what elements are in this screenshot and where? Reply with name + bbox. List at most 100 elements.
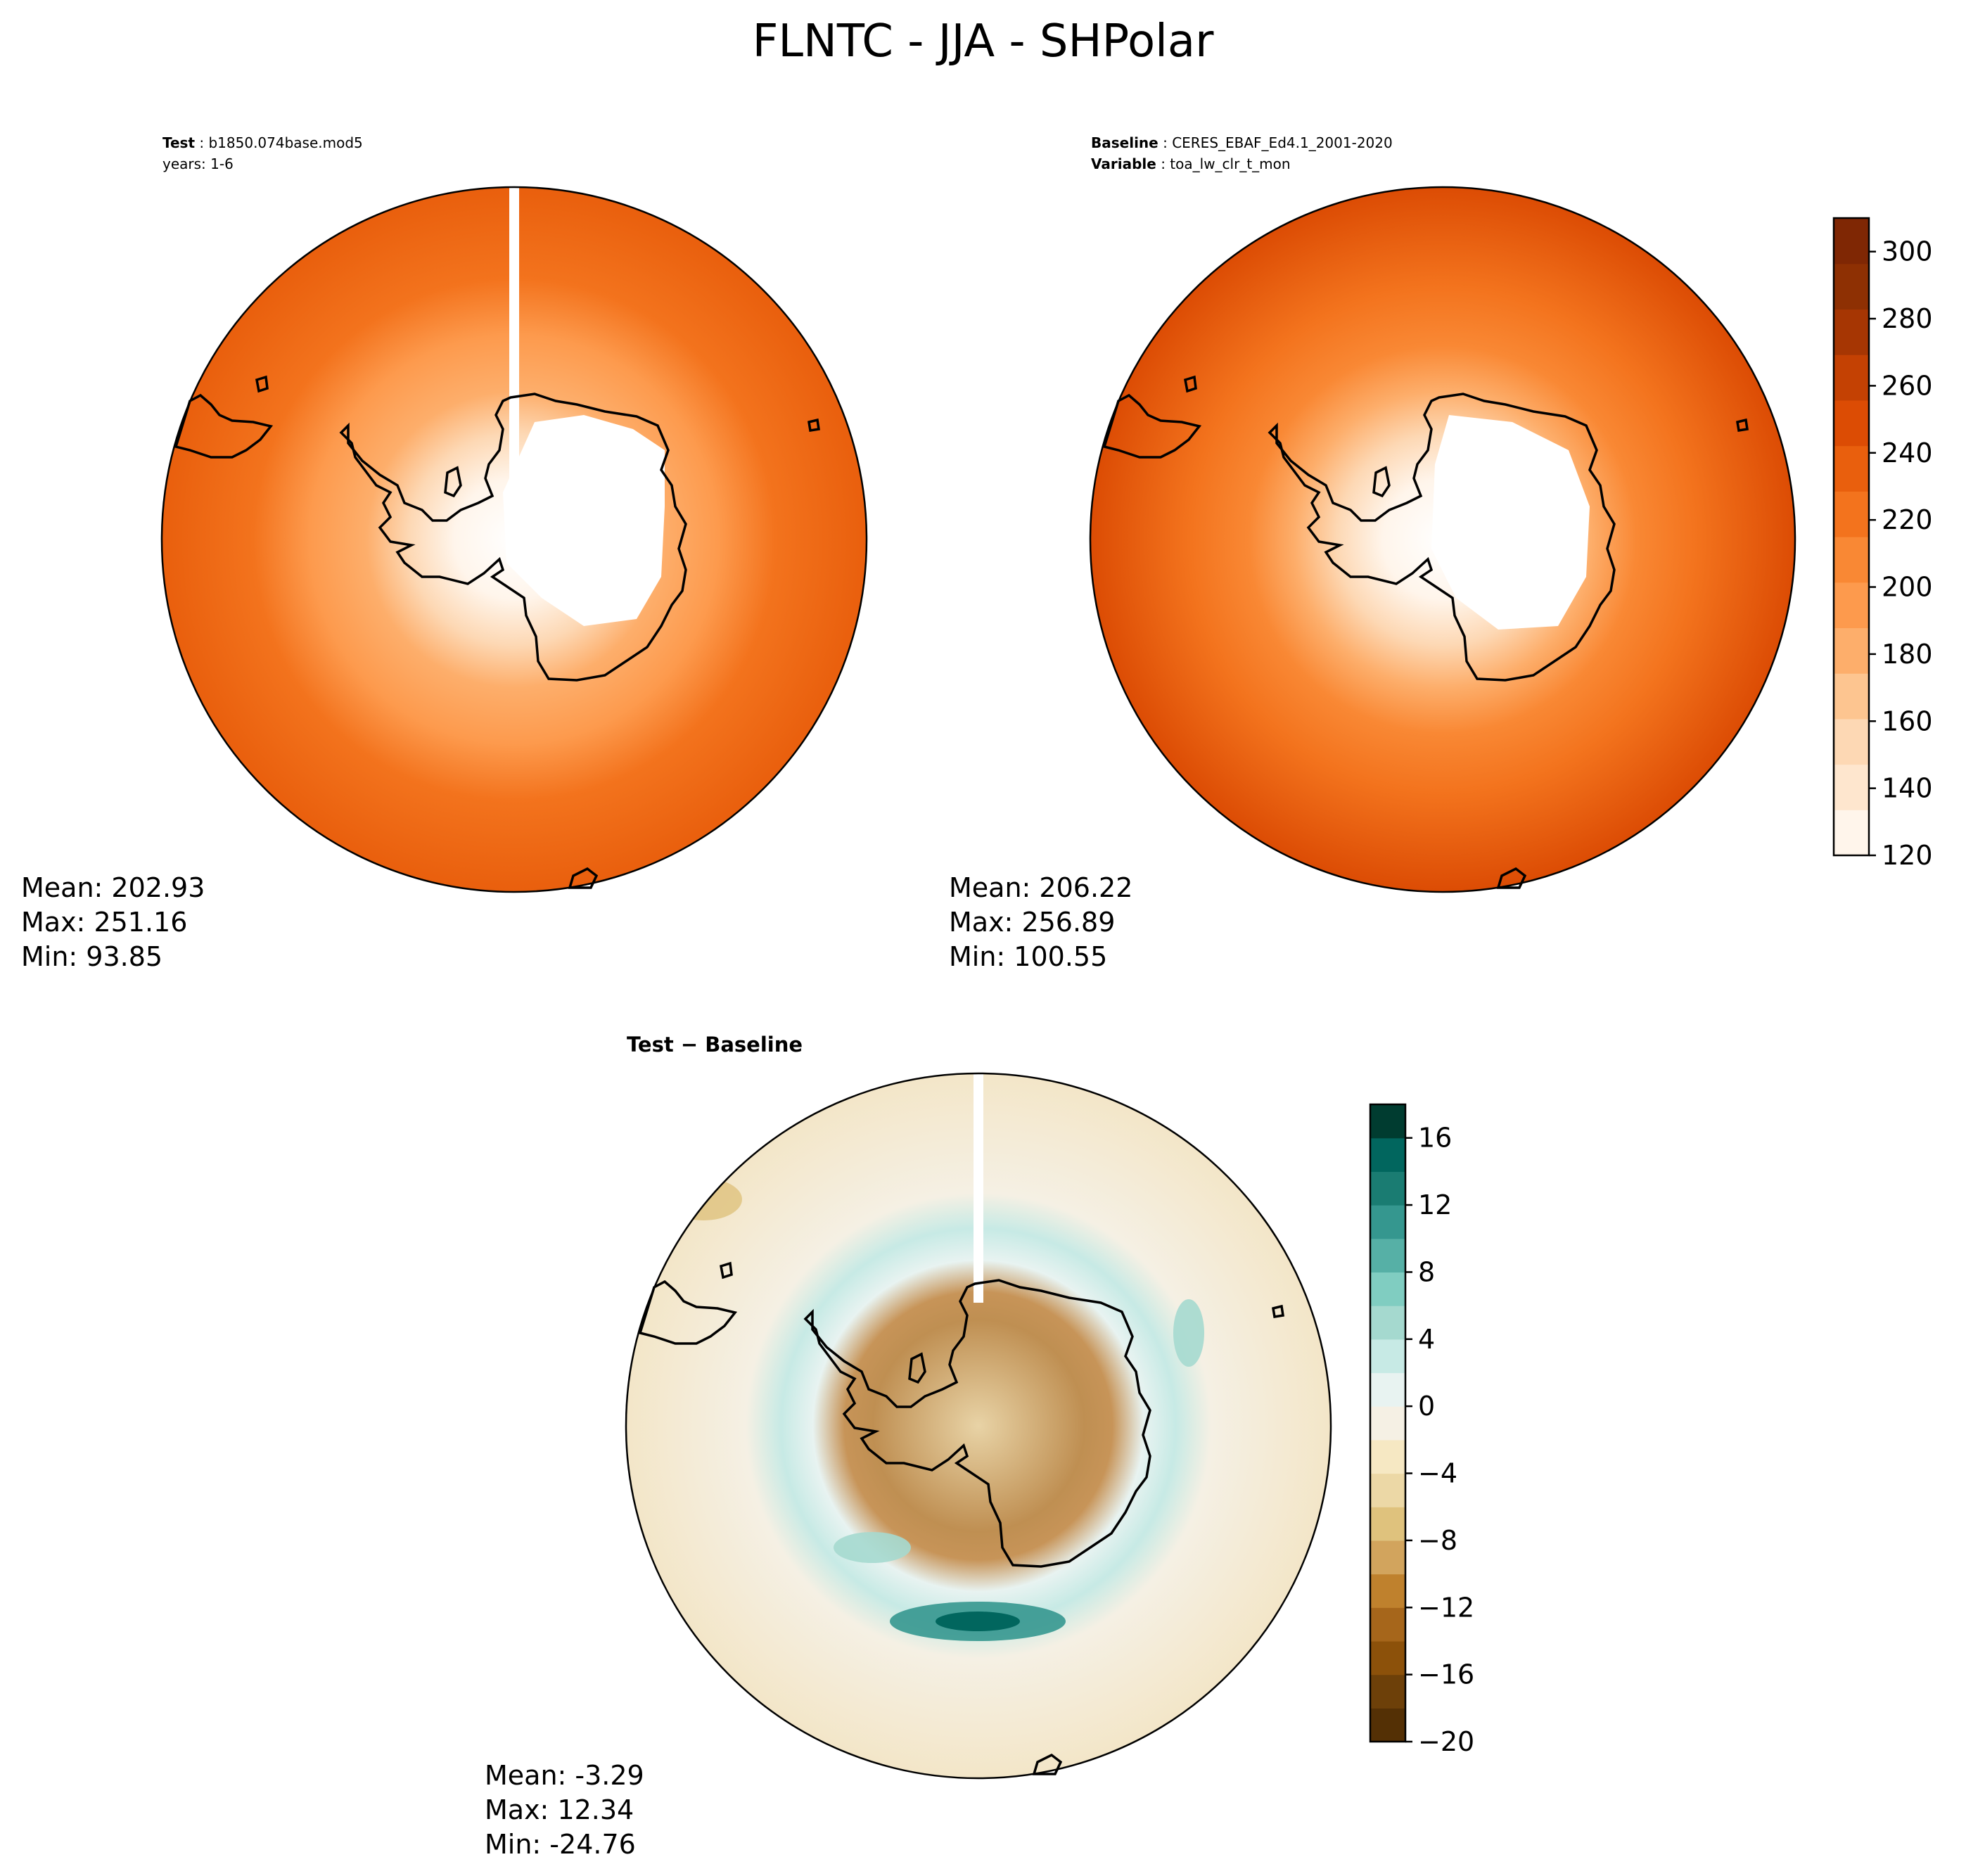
baseline-stats: Mean: 206.22 Max: 256.89 Min: 100.55 — [949, 871, 1132, 974]
diff-ice-shelf-coast — [908, 1352, 926, 1384]
baseline-falklands-coast — [1183, 375, 1197, 393]
main-colorbar-tick-label: 260 — [1882, 370, 1933, 401]
baseline-variable-key: Variable — [1091, 155, 1156, 172]
baseline-new-zealand-coast — [1496, 867, 1527, 889]
test-plateau — [503, 415, 665, 626]
main-colorbar-tick-label: 280 — [1882, 303, 1933, 334]
diff-colorbar-tick-label: −8 — [1418, 1525, 1457, 1556]
main-colorbar-segment — [1834, 491, 1869, 537]
test-coastlines — [174, 375, 820, 889]
diff-colorbar-tick-label: 0 — [1418, 1391, 1435, 1422]
baseline-map — [1089, 186, 1796, 893]
diff-colorbar-segment — [1370, 1607, 1405, 1642]
test-south-america-coast — [174, 393, 274, 459]
test-ice-shelf-coast — [444, 466, 462, 498]
figure-title: FLNTC - JJA - SHPolar — [752, 15, 1214, 68]
main-colorbar-tick-label: 220 — [1882, 504, 1933, 535]
main-colorbar-segment — [1834, 718, 1869, 765]
main-colorbar-tick-label: 140 — [1882, 773, 1933, 804]
main-colorbar-segment — [1834, 810, 1869, 856]
baseline-antarctica-coast — [1268, 393, 1616, 682]
baseline-variable-name: toa_lw_clr_t_mon — [1170, 155, 1291, 172]
diff-positive-anomaly-east — [1173, 1299, 1204, 1367]
test-missing-seam — [509, 187, 519, 480]
diff-map-boundary — [625, 1072, 1332, 1780]
diff-colorbar-segment — [1370, 1574, 1405, 1608]
diff-negative-anomaly-nw — [665, 1178, 742, 1220]
diff-falklands-coast — [719, 1261, 733, 1280]
baseline-case-name: CERES_EBAF_Ed4.1_2001-2020 — [1172, 134, 1393, 151]
diff-colorbar-tick-label: 8 — [1418, 1256, 1435, 1287]
diff-colorbar-tick-label: −4 — [1418, 1458, 1457, 1489]
main-colorbar-tick-label: 120 — [1882, 840, 1933, 871]
main-colorbar-segment — [1834, 400, 1869, 447]
diff-colorbar-segment — [1370, 1406, 1405, 1441]
diff-stats: Mean: -3.29 Max: 12.34 Min: -24.76 — [485, 1759, 644, 1862]
test-min: Min: 93.85 — [21, 941, 163, 972]
main-colorbar-segment — [1834, 445, 1869, 492]
main-colorbar-tick-label: 200 — [1882, 572, 1933, 603]
diff-colorbar-tick-label: 12 — [1418, 1189, 1452, 1220]
test-max: Max: 251.16 — [21, 907, 188, 938]
diff-missing-seam — [974, 1073, 983, 1303]
diff-colorbar-segment — [1370, 1272, 1405, 1306]
main-colorbar-tick-label: 240 — [1882, 438, 1933, 468]
diff-colorbar-segment — [1370, 1507, 1405, 1541]
test-mean: Mean: 202.93 — [21, 872, 205, 903]
main-colorbar-tick-label: 180 — [1882, 639, 1933, 670]
test-antarctica-coast — [339, 393, 687, 682]
diff-colorbar-segment — [1370, 1104, 1405, 1139]
main-colorbar-segment — [1834, 627, 1869, 674]
test-stats: Mean: 202.93 Max: 251.16 Min: 93.85 — [21, 871, 205, 974]
diff-colorbar-segment — [1370, 1205, 1405, 1239]
diff-colorbar-segment — [1370, 1339, 1405, 1374]
diff-colorbar-segment — [1370, 1540, 1405, 1575]
diff-colorbar-segment — [1370, 1372, 1405, 1407]
test-case-name: b1850.074base.mod5 — [208, 134, 363, 151]
main-colorbar-segment — [1834, 355, 1869, 401]
main-colorbar-segment — [1834, 309, 1869, 355]
main-colorbar-segment — [1834, 263, 1869, 310]
diff-island-coast — [1272, 1304, 1284, 1319]
test-new-zealand-coast — [568, 867, 599, 889]
diff-colorbar-tick-label: −16 — [1418, 1659, 1474, 1690]
test-falklands-coast — [255, 375, 269, 393]
diff-positive-anomaly-west — [834, 1532, 911, 1563]
baseline-south-america-coast — [1102, 393, 1202, 459]
diff-colorbar-tick-label: −12 — [1418, 1592, 1474, 1623]
diff-colorbar-segment — [1370, 1171, 1405, 1206]
diff-colorbar-tick-label: −20 — [1418, 1726, 1474, 1757]
diff-colorbar-segment — [1370, 1674, 1405, 1709]
main-colorbar-segment — [1834, 764, 1869, 810]
baseline-map-boundary — [1089, 186, 1796, 893]
diff-colorbar-segment — [1370, 1640, 1405, 1676]
baseline-mean: Mean: 206.22 — [949, 872, 1133, 903]
baseline-max: Max: 256.89 — [949, 907, 1116, 938]
main-colorbar-segment — [1834, 582, 1869, 629]
test-info: Test : b1850.074base.mod5 years: 1-6 — [162, 132, 363, 174]
diff-map — [625, 1072, 1332, 1780]
main-colorbar-segment — [1834, 537, 1869, 583]
diff-colorbar-segment — [1370, 1306, 1405, 1340]
main-colorbar-tick-label: 160 — [1882, 706, 1933, 736]
diff-colorbar-segment — [1370, 1137, 1405, 1172]
diff-new-zealand-coast — [1032, 1753, 1063, 1775]
baseline-island-coast — [1736, 418, 1749, 433]
diff-mean: Mean: -3.29 — [485, 1760, 644, 1791]
baseline-label-key: Baseline — [1091, 134, 1158, 151]
diff-colorbar-tick-label: 16 — [1418, 1123, 1452, 1154]
test-years: years: 1-6 — [162, 155, 234, 172]
baseline-plateau — [1431, 415, 1590, 630]
diff-coastlines — [638, 1261, 1284, 1775]
diff-colorbar: −20 −16 −12 −8 −4 0 4 8 12 16 — [1369, 1103, 1474, 1757]
diff-panel-title: Test − Baseline — [627, 1033, 803, 1057]
baseline-ice-shelf-coast — [1372, 466, 1391, 498]
baseline-info: Baseline : CERES_EBAF_Ed4.1_2001-2020 Va… — [1091, 134, 1393, 172]
test-map-boundary — [160, 186, 868, 893]
diff-colorbar-tick-label: 4 — [1418, 1324, 1435, 1355]
diff-antarctica-coast — [803, 1279, 1151, 1568]
test-island-coast — [808, 418, 820, 433]
test-label-key: Test — [162, 134, 196, 151]
main-colorbar-frame — [1832, 217, 1870, 857]
